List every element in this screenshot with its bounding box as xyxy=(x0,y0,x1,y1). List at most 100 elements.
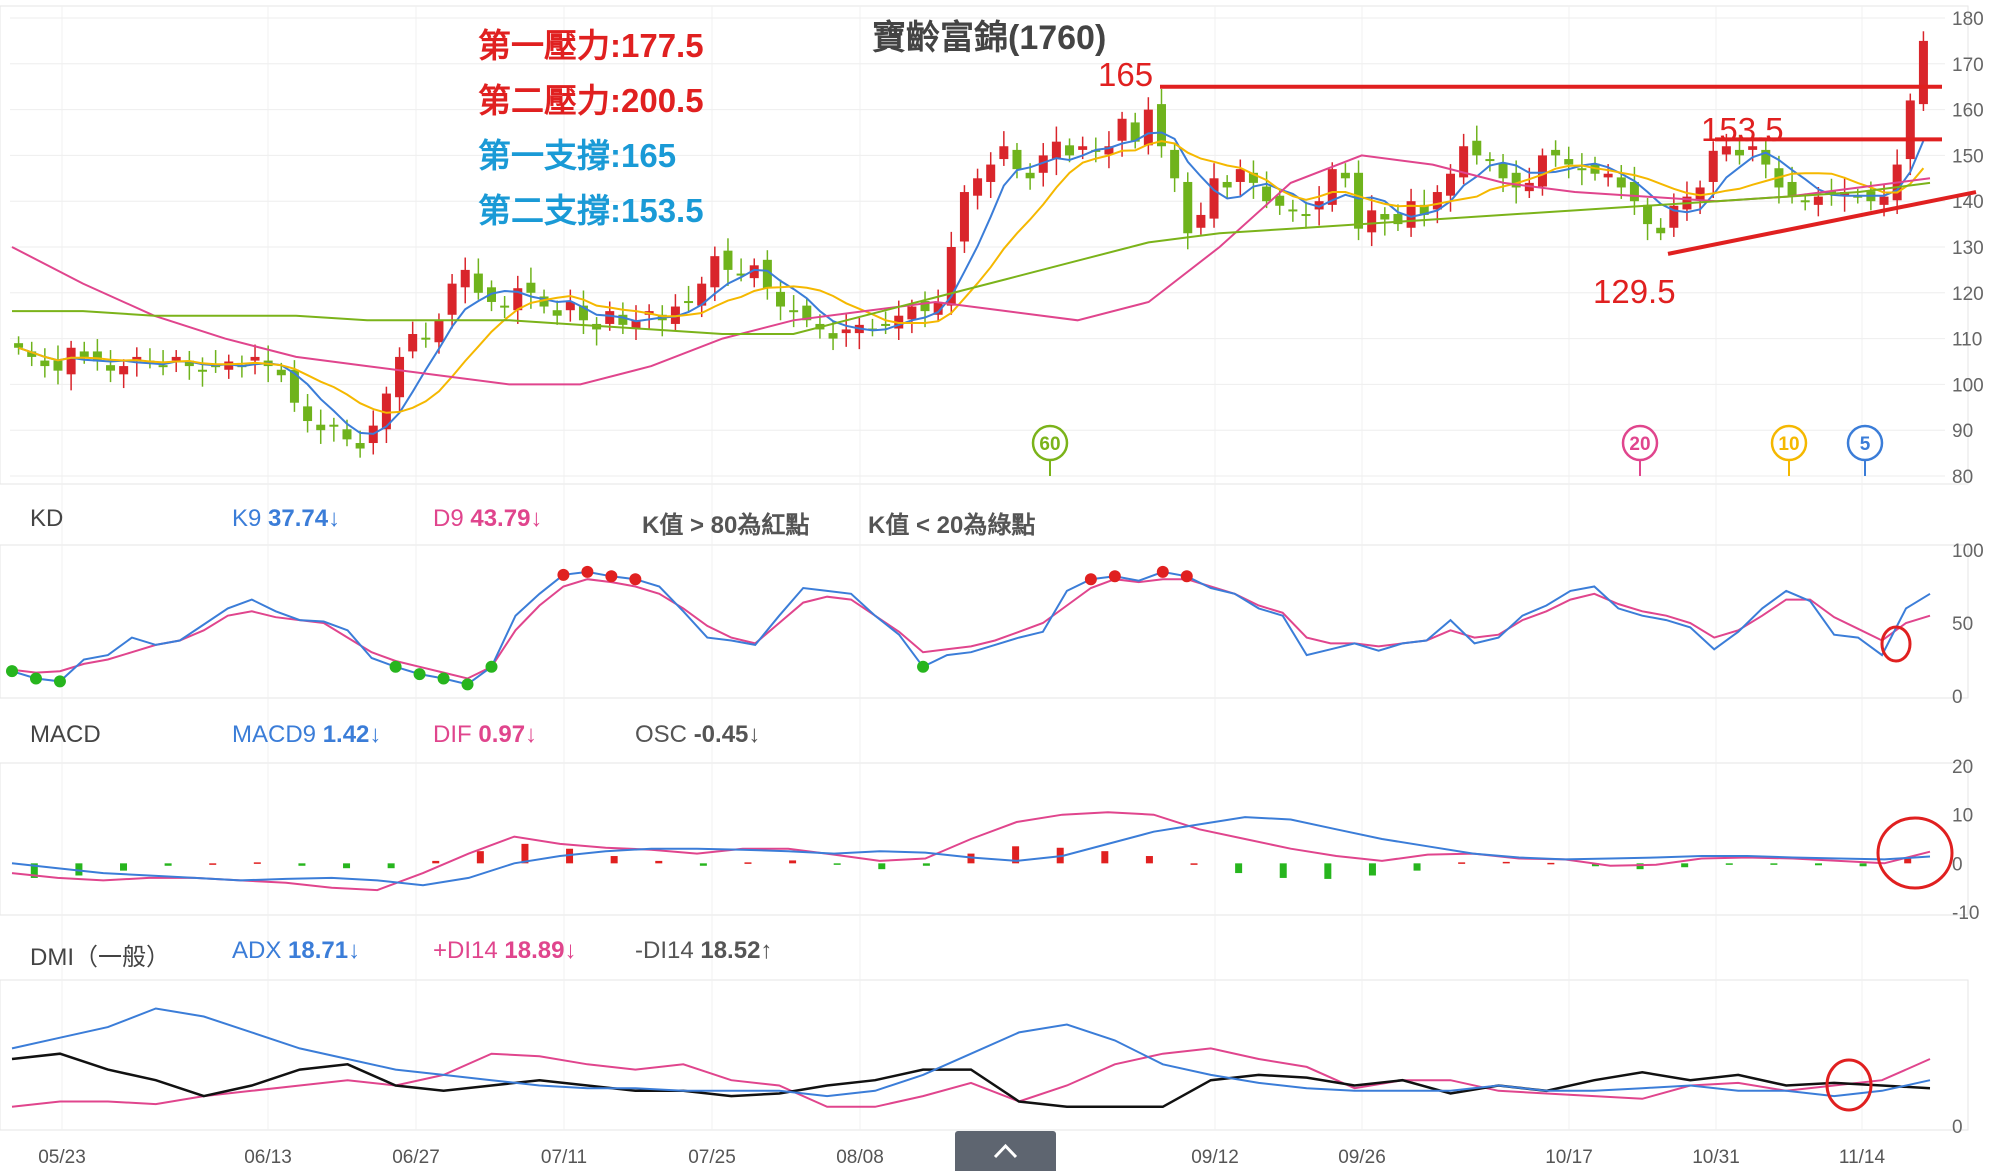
osc-bar xyxy=(476,851,484,864)
scroll-up-button[interactable] xyxy=(955,1131,1056,1171)
k-overbought-dot xyxy=(629,573,642,586)
osc-value: -0.45↓ xyxy=(693,721,761,748)
candle-body xyxy=(79,351,89,357)
price-mark-high: 165 xyxy=(1098,56,1154,93)
candle-body xyxy=(907,306,917,320)
candle-body xyxy=(1918,40,1928,105)
k-overbought-dot xyxy=(581,565,594,578)
candle-body xyxy=(158,365,168,368)
candle-body xyxy=(460,269,470,288)
osc-legend: OSC -0.45↓ xyxy=(635,721,760,749)
macd9-legend: MACD9 1.42↓ xyxy=(232,721,381,749)
candle-body xyxy=(250,356,260,361)
candle-body xyxy=(828,333,838,339)
candle-body xyxy=(171,356,181,361)
candle-body xyxy=(1419,204,1429,215)
candle-body xyxy=(381,393,391,430)
candle-body xyxy=(27,351,37,357)
osc-bar xyxy=(1681,863,1689,868)
price-axis-tick: 160 xyxy=(1952,101,1984,122)
x-axis-tick: 05/23 xyxy=(38,1147,86,1168)
kd-legend: KD K9 37.74↓ D9 43.79↓ K值 > 80為紅點 K值 < 2… xyxy=(0,497,1900,543)
price-axis-tick: 150 xyxy=(1952,146,1984,167)
macd-axis-tick: -10 xyxy=(1952,903,1979,924)
adx-value: 18.71↓ xyxy=(288,937,361,964)
candle-body xyxy=(1275,195,1285,206)
osc-bar xyxy=(1904,858,1912,864)
candle-body xyxy=(526,282,536,293)
k-oversold-dot xyxy=(437,672,450,685)
macd9-label: MACD9 xyxy=(232,721,317,748)
candle-body xyxy=(1485,159,1495,162)
candle-body xyxy=(841,329,851,334)
support-1-label: 第一支撐:165 xyxy=(478,137,677,174)
k-overbought-dot xyxy=(1084,573,1097,586)
price-axis-tick: 100 xyxy=(1952,375,1984,396)
candle-body xyxy=(618,314,628,325)
candle-body xyxy=(1577,168,1587,171)
osc-bar xyxy=(922,863,930,866)
dmi-cross-highlight xyxy=(1825,1058,1873,1112)
k-oversold-dot xyxy=(53,675,66,688)
ma-badge-circle xyxy=(1031,424,1069,462)
candle-body xyxy=(933,301,943,315)
candle-body xyxy=(421,337,431,340)
adx-label: ADX xyxy=(232,937,282,964)
candle-body xyxy=(1354,172,1364,229)
candle-body xyxy=(1340,172,1350,179)
candle-body xyxy=(723,250,733,270)
candle-body xyxy=(1472,140,1482,156)
dmi-axis-tick: 0 xyxy=(1952,1117,1963,1138)
candle-body xyxy=(1511,172,1521,188)
osc-bar xyxy=(610,856,618,864)
osc-bar xyxy=(164,863,172,866)
price-axis-tick: 80 xyxy=(1952,467,1973,488)
kd-axis-tick: 100 xyxy=(1952,541,1984,562)
x-axis-tick: 09/26 xyxy=(1338,1147,1386,1168)
adx-legend: ADX 18.71↓ xyxy=(232,937,360,965)
candle-body xyxy=(106,365,116,371)
candle-body xyxy=(552,310,562,316)
macd9-value: 1.42↓ xyxy=(322,721,382,748)
price-axis-tick: 130 xyxy=(1952,238,1984,259)
candle-body xyxy=(1800,200,1810,203)
dif-line xyxy=(11,811,1931,892)
chart-title: 寶齡富錦(1760) xyxy=(872,19,1107,57)
x-axis-tick: 06/27 xyxy=(392,1147,440,1168)
d9-legend: D9 43.79↓ xyxy=(433,505,542,533)
candle-body xyxy=(1735,149,1745,156)
candle-body xyxy=(881,323,891,326)
pdi-value: 18.89↓ xyxy=(504,937,577,964)
support-2-label: 第二支撐:153.5 xyxy=(478,192,704,229)
candle-body xyxy=(1117,118,1127,141)
candle-body xyxy=(1446,173,1455,196)
panel-frame xyxy=(0,544,1969,699)
candle-body xyxy=(1406,201,1416,228)
k-overbought-dot xyxy=(605,570,618,583)
candle-body xyxy=(684,301,694,304)
candle-body xyxy=(986,164,996,182)
candle-body xyxy=(1787,181,1797,197)
osc-bar xyxy=(298,863,306,866)
osc-bar xyxy=(878,863,886,870)
osc-bar xyxy=(1101,851,1109,864)
candle-body xyxy=(1393,214,1403,225)
osc-bar xyxy=(833,863,841,865)
ma-badge-label: 60 xyxy=(1039,434,1060,455)
candle-body xyxy=(66,347,76,375)
price-axis-tick: 140 xyxy=(1952,192,1984,213)
candle-body xyxy=(1262,186,1272,202)
candle-body xyxy=(342,429,352,440)
candle-body xyxy=(500,305,510,308)
k-oversold-dot xyxy=(6,665,18,678)
osc-bar xyxy=(1814,863,1822,866)
osc-bar xyxy=(1859,863,1867,867)
price-axis-tick: 180 xyxy=(1952,9,1984,30)
candle-body xyxy=(132,356,142,361)
dmi-panel-name: DMI（一般） xyxy=(30,944,170,971)
kd-axis-tick: 0 xyxy=(1952,687,1963,708)
osc-bar xyxy=(1324,863,1332,879)
candle-body xyxy=(316,424,326,431)
